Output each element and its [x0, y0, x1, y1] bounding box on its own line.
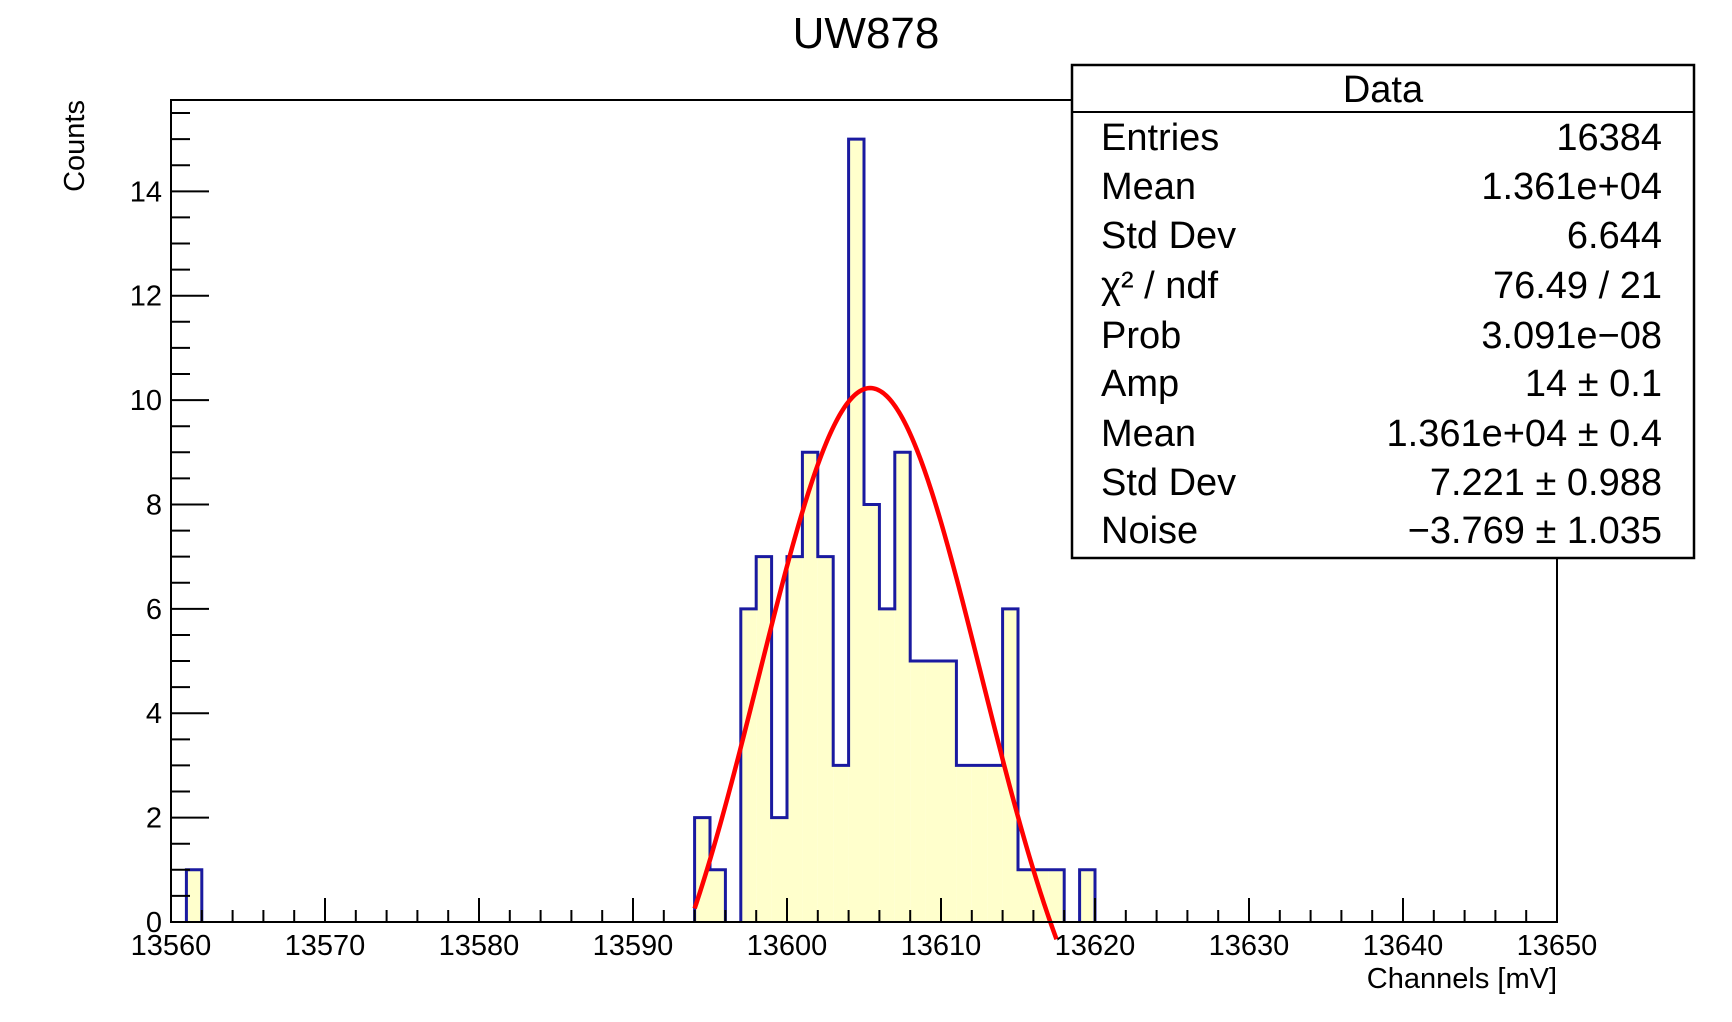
x-tick-label-13600: 13600 — [747, 930, 828, 962]
histogram-bar-17 — [941, 661, 957, 922]
histogram-bar-13 — [879, 608, 895, 922]
histogram-bar-4 — [740, 608, 757, 922]
stats-row-label: Std Dev — [1101, 215, 1236, 257]
x-tick-label-13560: 13560 — [131, 930, 212, 962]
x-tick-label-13570: 13570 — [285, 930, 366, 962]
histogram-bar-11 — [848, 139, 864, 923]
histogram-bar-5 — [756, 556, 772, 922]
histogram-bar-18 — [956, 765, 972, 922]
stats-row-value: −3.769 ± 1.035 — [1408, 510, 1662, 552]
histogram-bar-9 — [817, 556, 834, 922]
fit-curve — [692, 385, 1059, 941]
stats-row-value: 76.49 / 21 — [1493, 265, 1662, 307]
histogram-bar-22 — [1018, 869, 1034, 922]
y-tick-label-6: 6 — [146, 594, 162, 626]
histogram-bar-8 — [802, 452, 818, 922]
histogram-bar-6 — [771, 817, 787, 922]
stats-row-label: Entries — [1101, 117, 1219, 159]
histogram-bar-1 — [186, 869, 202, 922]
histogram-bar-16 — [925, 661, 941, 922]
y-tick-label-4: 4 — [146, 698, 162, 730]
y-tick-label-14: 14 — [130, 176, 162, 208]
histogram-bar-14 — [894, 452, 911, 922]
x-tick-label-13580: 13580 — [439, 930, 520, 962]
histogram-bar-3 — [710, 869, 726, 922]
stats-row-label: Std Dev — [1101, 462, 1236, 504]
histogram-bar-7 — [787, 556, 803, 922]
x-tick-label-13590: 13590 — [593, 930, 674, 962]
histogram-bar-10 — [833, 765, 849, 922]
histogram-bar-25 — [1079, 869, 1095, 922]
histogram-outline — [184, 137, 1097, 922]
plot-area: 0 2 4 6 8 10 12 14 13560 13570 13580 13590 13600 1361… — [130, 99, 1598, 962]
x-tick-label-13650: 13650 — [1517, 930, 1598, 962]
stats-row-value: 7.221 ± 0.988 — [1430, 462, 1662, 504]
stats-row-label: χ² / ndf — [1101, 265, 1219, 307]
histogram-bar-12 — [864, 504, 880, 922]
histogram-bar-24 — [1048, 869, 1065, 922]
stats-row-label: Mean — [1101, 166, 1196, 208]
x-tick-label-13630: 13630 — [1209, 930, 1290, 962]
x-axis-title: Channels [mV] — [1367, 963, 1557, 995]
stats-header: Data — [1343, 69, 1424, 111]
y-tick-label-10: 10 — [130, 385, 162, 417]
histogram-bar-21 — [1002, 608, 1018, 922]
histogram-bar-20 — [987, 765, 1003, 922]
y-tick-label-8: 8 — [146, 489, 162, 521]
stats-row-value: 6.644 — [1567, 215, 1662, 257]
stats-box: Data Entries 16384 Mean 1.361e+04 Std Dev 6.6… — [1070, 63, 1696, 560]
stats-row-value: 16384 — [1556, 117, 1662, 159]
y-axis-title: Counts — [59, 100, 91, 192]
chart-title: UW878 — [793, 9, 940, 58]
histogram-bar-15 — [910, 661, 926, 922]
stats-row-label: Noise — [1101, 510, 1198, 552]
stats-row-value: 3.091e−08 — [1481, 315, 1662, 357]
stats-row-value: 14 ± 0.1 — [1525, 363, 1662, 405]
stats-row-label: Mean — [1101, 413, 1196, 455]
x-tick-label-13610: 13610 — [901, 930, 982, 962]
y-tick-label-12: 12 — [130, 281, 162, 313]
stats-rows: Entries 16384 Mean 1.361e+04 Std Dev 6.644 χ² … — [1101, 117, 1662, 552]
stats-row-label: Amp — [1101, 363, 1179, 405]
stats-row-value: 1.361e+04 ± 0.4 — [1387, 413, 1662, 455]
stats-box-frame — [1070, 63, 1696, 560]
histogram-bar-19 — [971, 765, 988, 922]
x-tick-label-13640: 13640 — [1363, 930, 1444, 962]
stats-row-value: 1.361e+04 — [1481, 166, 1662, 208]
y-tick-label-0: 0 — [146, 907, 162, 939]
x-tick-label-13620: 13620 — [1055, 930, 1136, 962]
y-tick-label-2: 2 — [146, 803, 162, 835]
stats-row-label: Prob — [1101, 315, 1181, 357]
